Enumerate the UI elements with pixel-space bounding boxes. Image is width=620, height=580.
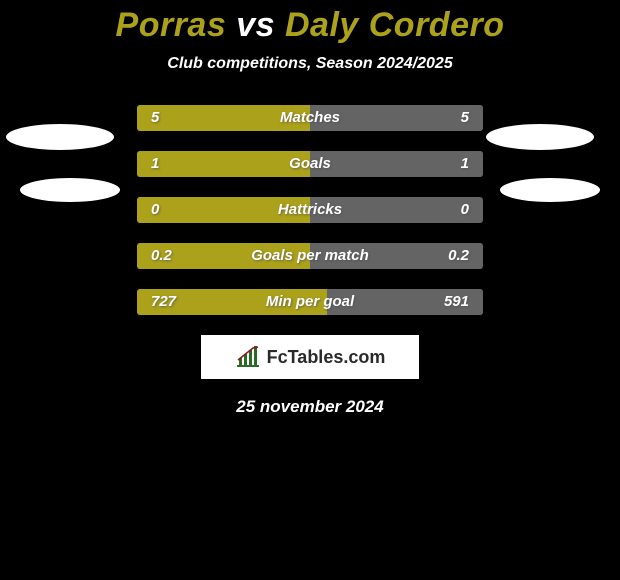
date-line: 25 november 2024 (0, 397, 620, 417)
stat-row: 0 Hattricks 0 (137, 197, 483, 223)
right-player-ellipse (486, 124, 594, 150)
stat-value-right: 0.2 (448, 243, 469, 269)
player2-name: Daly Cordero (285, 6, 505, 44)
stat-label: Min per goal (266, 289, 354, 315)
stat-value-right: 5 (461, 105, 469, 131)
stat-fill-right (310, 151, 483, 177)
right-player-ellipse (500, 178, 600, 202)
bar-chart-icon (235, 346, 261, 368)
stat-row: 5 Matches 5 (137, 105, 483, 131)
stat-value-left: 1 (151, 151, 159, 177)
stat-row: 1 Goals 1 (137, 151, 483, 177)
stat-value-right: 0 (461, 197, 469, 223)
player1-name: Porras (116, 6, 227, 44)
title-vs: vs (236, 6, 275, 44)
stat-label: Hattricks (278, 197, 342, 223)
stat-value-right: 591 (444, 289, 469, 315)
left-player-ellipse (6, 124, 114, 150)
left-player-ellipse (20, 178, 120, 202)
stat-value-left: 5 (151, 105, 159, 131)
chart-area: 5 Matches 5 1 Goals 1 0 Hattricks 0 0.2 Goals per … (0, 105, 620, 315)
stat-row: 727 Min per goal 591 (137, 289, 483, 315)
stat-fill-left (137, 151, 310, 177)
comparison-title: Porras vs Daly Cordero (0, 0, 620, 45)
stat-value-left: 0.2 (151, 243, 172, 269)
stat-label: Goals (289, 151, 331, 177)
stat-value-right: 1 (461, 151, 469, 177)
stat-label: Goals per match (251, 243, 369, 269)
stat-value-left: 727 (151, 289, 176, 315)
stat-value-left: 0 (151, 197, 159, 223)
stat-label: Matches (280, 105, 340, 131)
logo-text: FcTables.com (267, 347, 386, 368)
subtitle: Club competitions, Season 2024/2025 (0, 55, 620, 73)
source-logo: FcTables.com (201, 335, 419, 379)
stat-row: 0.2 Goals per match 0.2 (137, 243, 483, 269)
